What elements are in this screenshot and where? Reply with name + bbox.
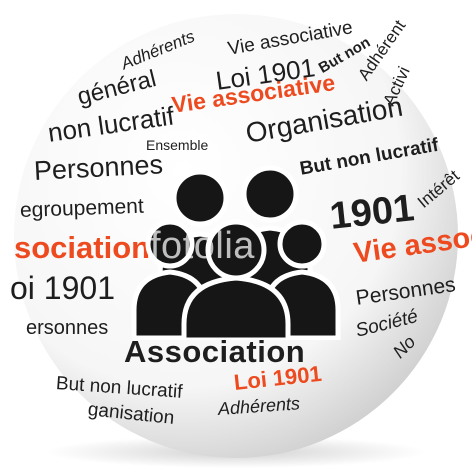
word-association-accent: sociation — [14, 230, 151, 265]
word-association: Association — [124, 334, 306, 369]
word-ensemble: Ensemble — [146, 137, 209, 153]
word-loi-1901-left: oi 1901 — [10, 270, 115, 306]
group-of-people-icon — [131, 165, 341, 340]
fotolia-watermark: fotolia — [150, 225, 255, 267]
word-regroupement: egroupement — [19, 194, 145, 222]
word-ersonnes: ersonnes — [26, 317, 109, 339]
